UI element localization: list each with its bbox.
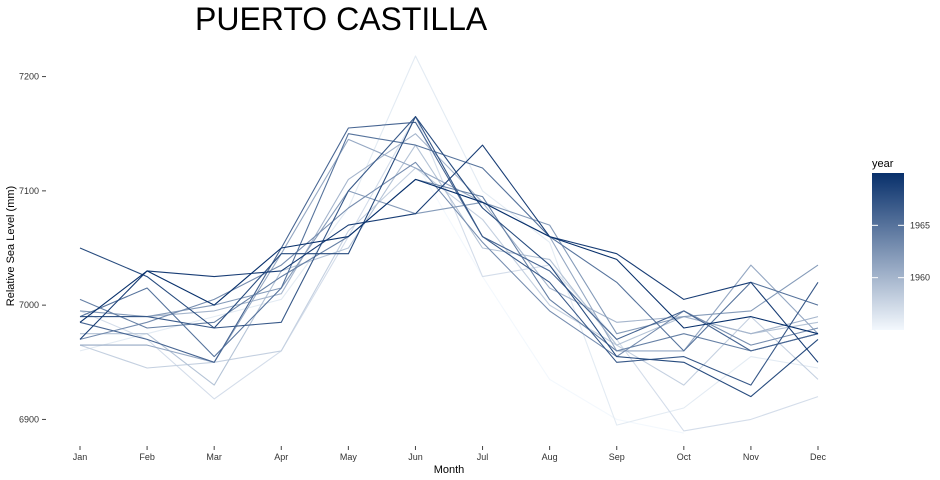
- series-line-1956: [79, 55, 819, 426]
- series-line-1969: [79, 144, 819, 363]
- legend-tick-label: 1965: [910, 220, 930, 230]
- x-tick-label: Jul: [477, 452, 489, 462]
- legend-color-bar: [872, 173, 904, 330]
- y-axis: 6900 7000 7100 7200: [19, 72, 46, 424]
- legend-ticks: 1960 1965: [872, 220, 930, 283]
- series-line-1958: [79, 167, 819, 386]
- series-line-1960: [80, 133, 819, 335]
- y-axis-title: Relative Sea Level (mm): [5, 186, 17, 306]
- y-tick-label: 7000: [19, 300, 39, 310]
- series-line-1967: [80, 116, 819, 386]
- x-tick-label: Aug: [542, 452, 558, 462]
- series-line-1957: [79, 116, 819, 432]
- legend-tick-label: 1960: [910, 273, 930, 283]
- series-line-1959: [80, 144, 819, 386]
- x-tick-label: Oct: [677, 452, 692, 462]
- x-tick-label: Apr: [274, 452, 288, 462]
- x-tick-label: Mar: [206, 452, 222, 462]
- x-axis: Jan Feb Mar Apr May Jun Jul Aug Sep Oct Nov Dec: [73, 446, 827, 462]
- color-legend: year 1960 1965: [872, 158, 930, 330]
- series-line-1963: [79, 161, 819, 358]
- series-line-1970: [79, 178, 819, 335]
- x-tick-label: Nov: [743, 452, 760, 462]
- x-tick-label: May: [340, 452, 358, 462]
- series-lines: [79, 55, 819, 434]
- series-line-1962: [79, 190, 819, 335]
- series-line-1968: [79, 116, 819, 398]
- y-tick-label: 6900: [19, 414, 39, 424]
- series-line-1961: [80, 138, 819, 363]
- x-tick-label: Dec: [810, 452, 827, 462]
- y-tick-label: 7100: [19, 186, 39, 196]
- x-tick-label: Feb: [139, 452, 155, 462]
- y-tick-label: 7200: [19, 72, 39, 82]
- x-axis-title: Month: [434, 464, 465, 476]
- chart-title: PUERTO CASTILLA: [195, 1, 488, 37]
- legend-title: year: [872, 158, 894, 170]
- x-tick-label: Jan: [73, 452, 88, 462]
- series-line-1965: [79, 133, 819, 358]
- x-tick-label: Sep: [609, 452, 625, 462]
- x-tick-label: Jun: [408, 452, 423, 462]
- series-line-1955: [415, 162, 684, 434]
- series-line-1964: [79, 178, 819, 352]
